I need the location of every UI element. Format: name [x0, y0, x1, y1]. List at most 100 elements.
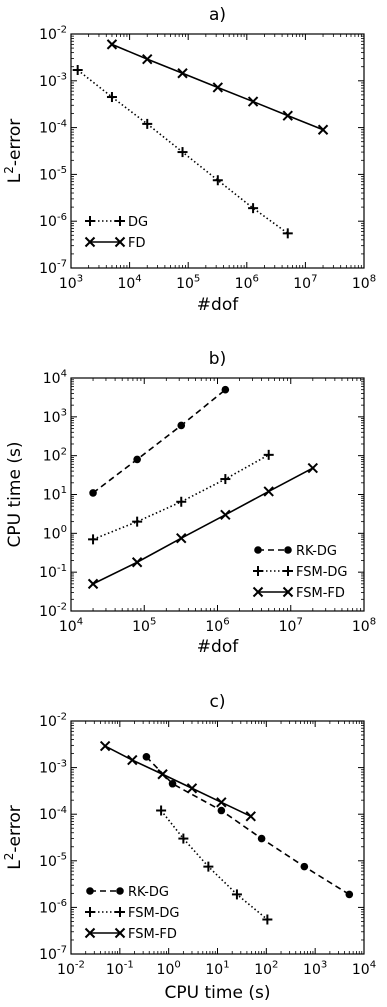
y-tick-label: 10-7: [39, 945, 67, 963]
ticks: [70, 720, 365, 955]
y-tick-label: 10-3: [39, 72, 67, 90]
legend-marker: [84, 236, 96, 248]
legend-item-fsm-dg: FSM-DG: [253, 565, 348, 580]
chart-title: a): [209, 5, 226, 25]
data-point: [247, 96, 259, 107]
data-point: [248, 203, 259, 214]
legend-marker: [115, 907, 125, 917]
data-point: [72, 65, 83, 76]
x-tick-label: 10-1: [106, 960, 134, 978]
data-point: [231, 889, 242, 900]
x-tick-label: 104: [59, 617, 83, 635]
y-tick-label: 10-5: [39, 852, 67, 870]
data-point: [156, 805, 167, 816]
data-point: [177, 421, 186, 430]
data-point: [106, 39, 118, 50]
legend-marker: [86, 887, 94, 895]
panel-c: c) 10-2 10-1 100 101 102 103 104 10-7 10-6 10-5 10-…: [2, 692, 376, 1003]
data-point: [282, 228, 293, 239]
y-axis-label: CPU time (s): [5, 442, 25, 548]
x-tick-label: 105: [132, 617, 156, 635]
data-point: [142, 118, 153, 129]
data-point: [157, 769, 168, 780]
y-tick-label: 10-2: [39, 712, 67, 730]
data-point: [142, 53, 153, 65]
legend-marker: [282, 586, 294, 598]
legend-label: RK-DG: [296, 544, 337, 559]
y-axis-label: L2-error: [2, 119, 25, 183]
legend-label: DG: [128, 215, 148, 230]
y-tick-label: 10-7: [39, 259, 67, 277]
series-rk-dg: [89, 385, 230, 497]
y-tick-label: 100: [43, 524, 67, 542]
legend-label: FSM-DG: [296, 565, 348, 580]
data-point: [176, 496, 187, 507]
x-tick-label: 104: [117, 274, 141, 292]
plot-frame: [70, 33, 365, 269]
chart-title: b): [209, 349, 226, 369]
y-tick-label: 10-5: [39, 165, 67, 183]
data-point: [212, 175, 223, 186]
data-point: [127, 754, 138, 766]
series-line: [145, 756, 350, 896]
x-tick-label: 108: [352, 617, 376, 635]
x-axis-label: #dof: [197, 295, 239, 315]
x-tick-label: 103: [303, 960, 327, 978]
data-point: [99, 740, 111, 752]
plot-frame: [70, 720, 365, 955]
legend-marker: [252, 586, 264, 598]
series-fsm-fd: [87, 462, 319, 590]
data-point: [142, 753, 151, 761]
x-axis-label: CPU time (s): [165, 983, 271, 1003]
data-point: [282, 110, 293, 121]
y-tick-label: 10-6: [39, 212, 67, 230]
legend-marker: [114, 927, 126, 939]
data-point: [245, 811, 256, 822]
legend-marker: [85, 216, 95, 226]
data-point: [132, 516, 143, 527]
y-tick-label: 10-4: [39, 805, 67, 823]
y-axis-label: L2-error: [2, 805, 25, 869]
data-point: [131, 557, 143, 568]
data-point: [203, 861, 214, 872]
x-tick-label: 104: [352, 960, 376, 978]
series-dg: [72, 65, 293, 239]
data-point: [263, 449, 274, 460]
data-point: [263, 486, 274, 497]
series-rk-dg: [142, 753, 354, 899]
y-tick-label: 10-4: [39, 118, 67, 136]
series-line: [92, 389, 226, 494]
legend-marker: [283, 566, 293, 576]
legend-label: RK-DG: [128, 885, 169, 900]
data-point: [133, 455, 141, 464]
data-point: [106, 92, 117, 103]
data-point: [186, 783, 198, 794]
data-point: [307, 462, 319, 474]
y-tick-label: 102: [43, 446, 67, 464]
x-tick-label: 102: [254, 960, 278, 978]
series-fsm-fd: [99, 740, 256, 822]
legend: DG FD: [84, 215, 148, 251]
series-fsm-dg: [88, 449, 274, 545]
plot-frame: [70, 377, 365, 612]
x-tick-label: 100: [157, 960, 181, 978]
data-point: [87, 578, 99, 590]
x-tick-label: 101: [205, 960, 229, 978]
data-point: [221, 385, 230, 394]
legend-marker: [85, 907, 95, 917]
data-point: [217, 806, 226, 815]
series-line: [104, 745, 252, 818]
y-tick-label: 10-2: [39, 25, 67, 43]
data-point: [345, 890, 354, 899]
legend-item-rk-dg: RK-DG: [254, 544, 337, 559]
legend-label: FD: [128, 236, 146, 251]
legend-marker: [114, 236, 126, 248]
panel-b: b) 104 105 106 107 108 10-2 10-1 100 101 102 103 104…: [5, 349, 376, 657]
panel-a: a) 103 104 105 106 107 108 10-7 10-6 10-5 10-4 10-3…: [2, 5, 376, 315]
y-tick-label: 10-1: [39, 563, 67, 581]
legend-marker: [116, 887, 124, 895]
ticks: [70, 33, 365, 269]
y-tick-label: 10-6: [39, 898, 67, 916]
legend-item-rk-dg: RK-DG: [86, 885, 169, 900]
